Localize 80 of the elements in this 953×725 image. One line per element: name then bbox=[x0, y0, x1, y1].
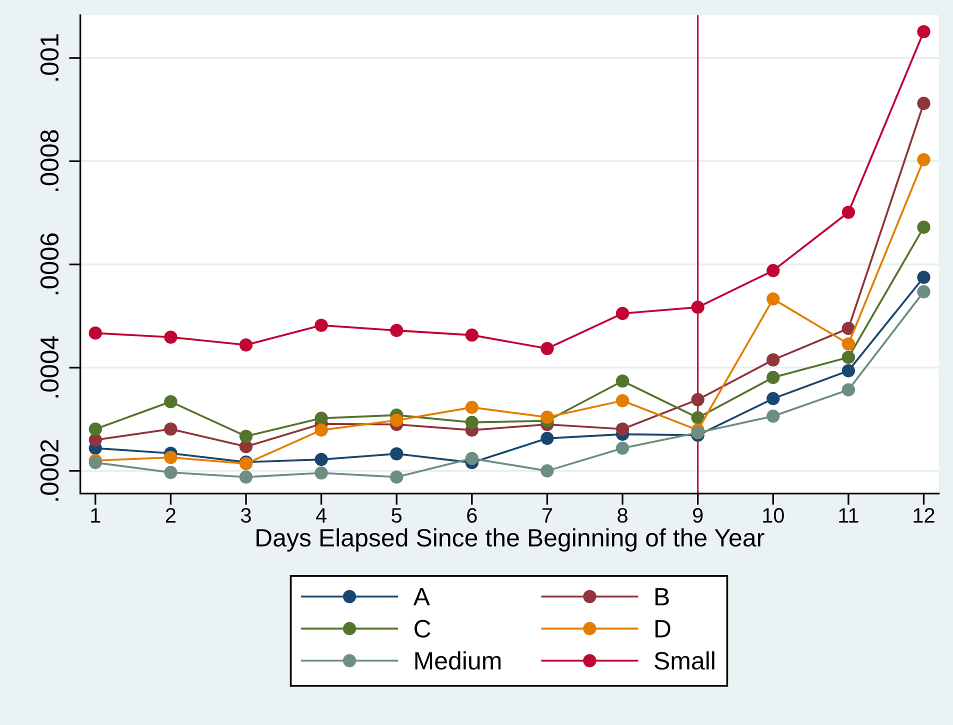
point bbox=[842, 322, 856, 336]
point bbox=[917, 153, 930, 166]
point bbox=[390, 324, 404, 338]
point bbox=[314, 452, 328, 466]
point bbox=[164, 450, 178, 464]
point bbox=[766, 264, 780, 278]
point bbox=[164, 395, 178, 408]
point bbox=[465, 328, 479, 342]
point bbox=[616, 306, 630, 320]
x-tick-label: 10 bbox=[763, 508, 784, 523]
point bbox=[766, 370, 780, 384]
point bbox=[842, 206, 856, 219]
point bbox=[842, 383, 856, 396]
point bbox=[314, 466, 328, 480]
point bbox=[766, 410, 780, 423]
y-tick-label: .0004 bbox=[40, 336, 59, 398]
point bbox=[88, 456, 102, 470]
x-tick-label: 2 bbox=[166, 508, 176, 523]
y-tick-label: .001 bbox=[40, 34, 59, 81]
x-tick-label: 8 bbox=[618, 508, 628, 523]
point bbox=[691, 426, 704, 440]
point bbox=[917, 270, 930, 284]
y-tick-label: .0006 bbox=[40, 233, 59, 294]
point bbox=[465, 400, 479, 414]
point bbox=[691, 300, 704, 314]
legend-label: A bbox=[413, 588, 430, 606]
point bbox=[540, 464, 554, 478]
point bbox=[842, 364, 856, 378]
point bbox=[164, 422, 178, 436]
legend-label: Small bbox=[654, 651, 714, 670]
point bbox=[390, 414, 404, 427]
legend-label: Medium bbox=[415, 651, 501, 670]
x-tick-label: 6 bbox=[467, 508, 477, 523]
y-tick-label: .0008 bbox=[40, 130, 59, 192]
point bbox=[616, 422, 630, 436]
point bbox=[540, 410, 554, 424]
point bbox=[842, 337, 856, 351]
x-tick-label: 4 bbox=[316, 508, 326, 523]
point bbox=[164, 466, 178, 480]
point bbox=[842, 350, 856, 364]
point bbox=[616, 374, 630, 388]
point bbox=[465, 416, 479, 429]
point bbox=[88, 326, 102, 340]
point bbox=[314, 424, 328, 437]
legend-label: B bbox=[655, 588, 669, 606]
point bbox=[917, 96, 930, 110]
point bbox=[917, 220, 930, 234]
x-tick-label: 11 bbox=[839, 508, 858, 523]
point bbox=[917, 25, 930, 38]
y-tick-label: .0002 bbox=[40, 440, 59, 501]
point bbox=[766, 392, 780, 406]
point bbox=[239, 430, 253, 443]
point bbox=[390, 470, 404, 484]
point bbox=[917, 285, 930, 298]
point bbox=[239, 338, 253, 352]
point bbox=[88, 422, 102, 436]
x-tick-label: 9 bbox=[693, 508, 703, 523]
point bbox=[239, 470, 253, 484]
x-tick-label: 5 bbox=[392, 508, 402, 523]
legend-label: D bbox=[655, 620, 670, 638]
point bbox=[314, 318, 328, 332]
point bbox=[691, 393, 704, 406]
x-tick-label: 12 bbox=[914, 508, 934, 523]
point bbox=[88, 433, 102, 447]
point bbox=[540, 342, 554, 356]
x-tick-label: 1 bbox=[91, 508, 100, 523]
point bbox=[390, 447, 404, 460]
point bbox=[766, 353, 780, 367]
point bbox=[314, 412, 328, 425]
point bbox=[540, 432, 554, 445]
x-tick-label: 7 bbox=[542, 508, 552, 523]
point bbox=[616, 442, 630, 455]
point bbox=[164, 330, 178, 344]
point bbox=[691, 411, 704, 424]
point bbox=[766, 292, 780, 306]
legend-label: C bbox=[414, 620, 430, 638]
point bbox=[616, 394, 630, 408]
x-tick-label: 3 bbox=[241, 508, 251, 523]
x-axis-title: Days Elapsed Since the Beginning of the Year bbox=[256, 528, 764, 552]
point bbox=[465, 452, 479, 466]
